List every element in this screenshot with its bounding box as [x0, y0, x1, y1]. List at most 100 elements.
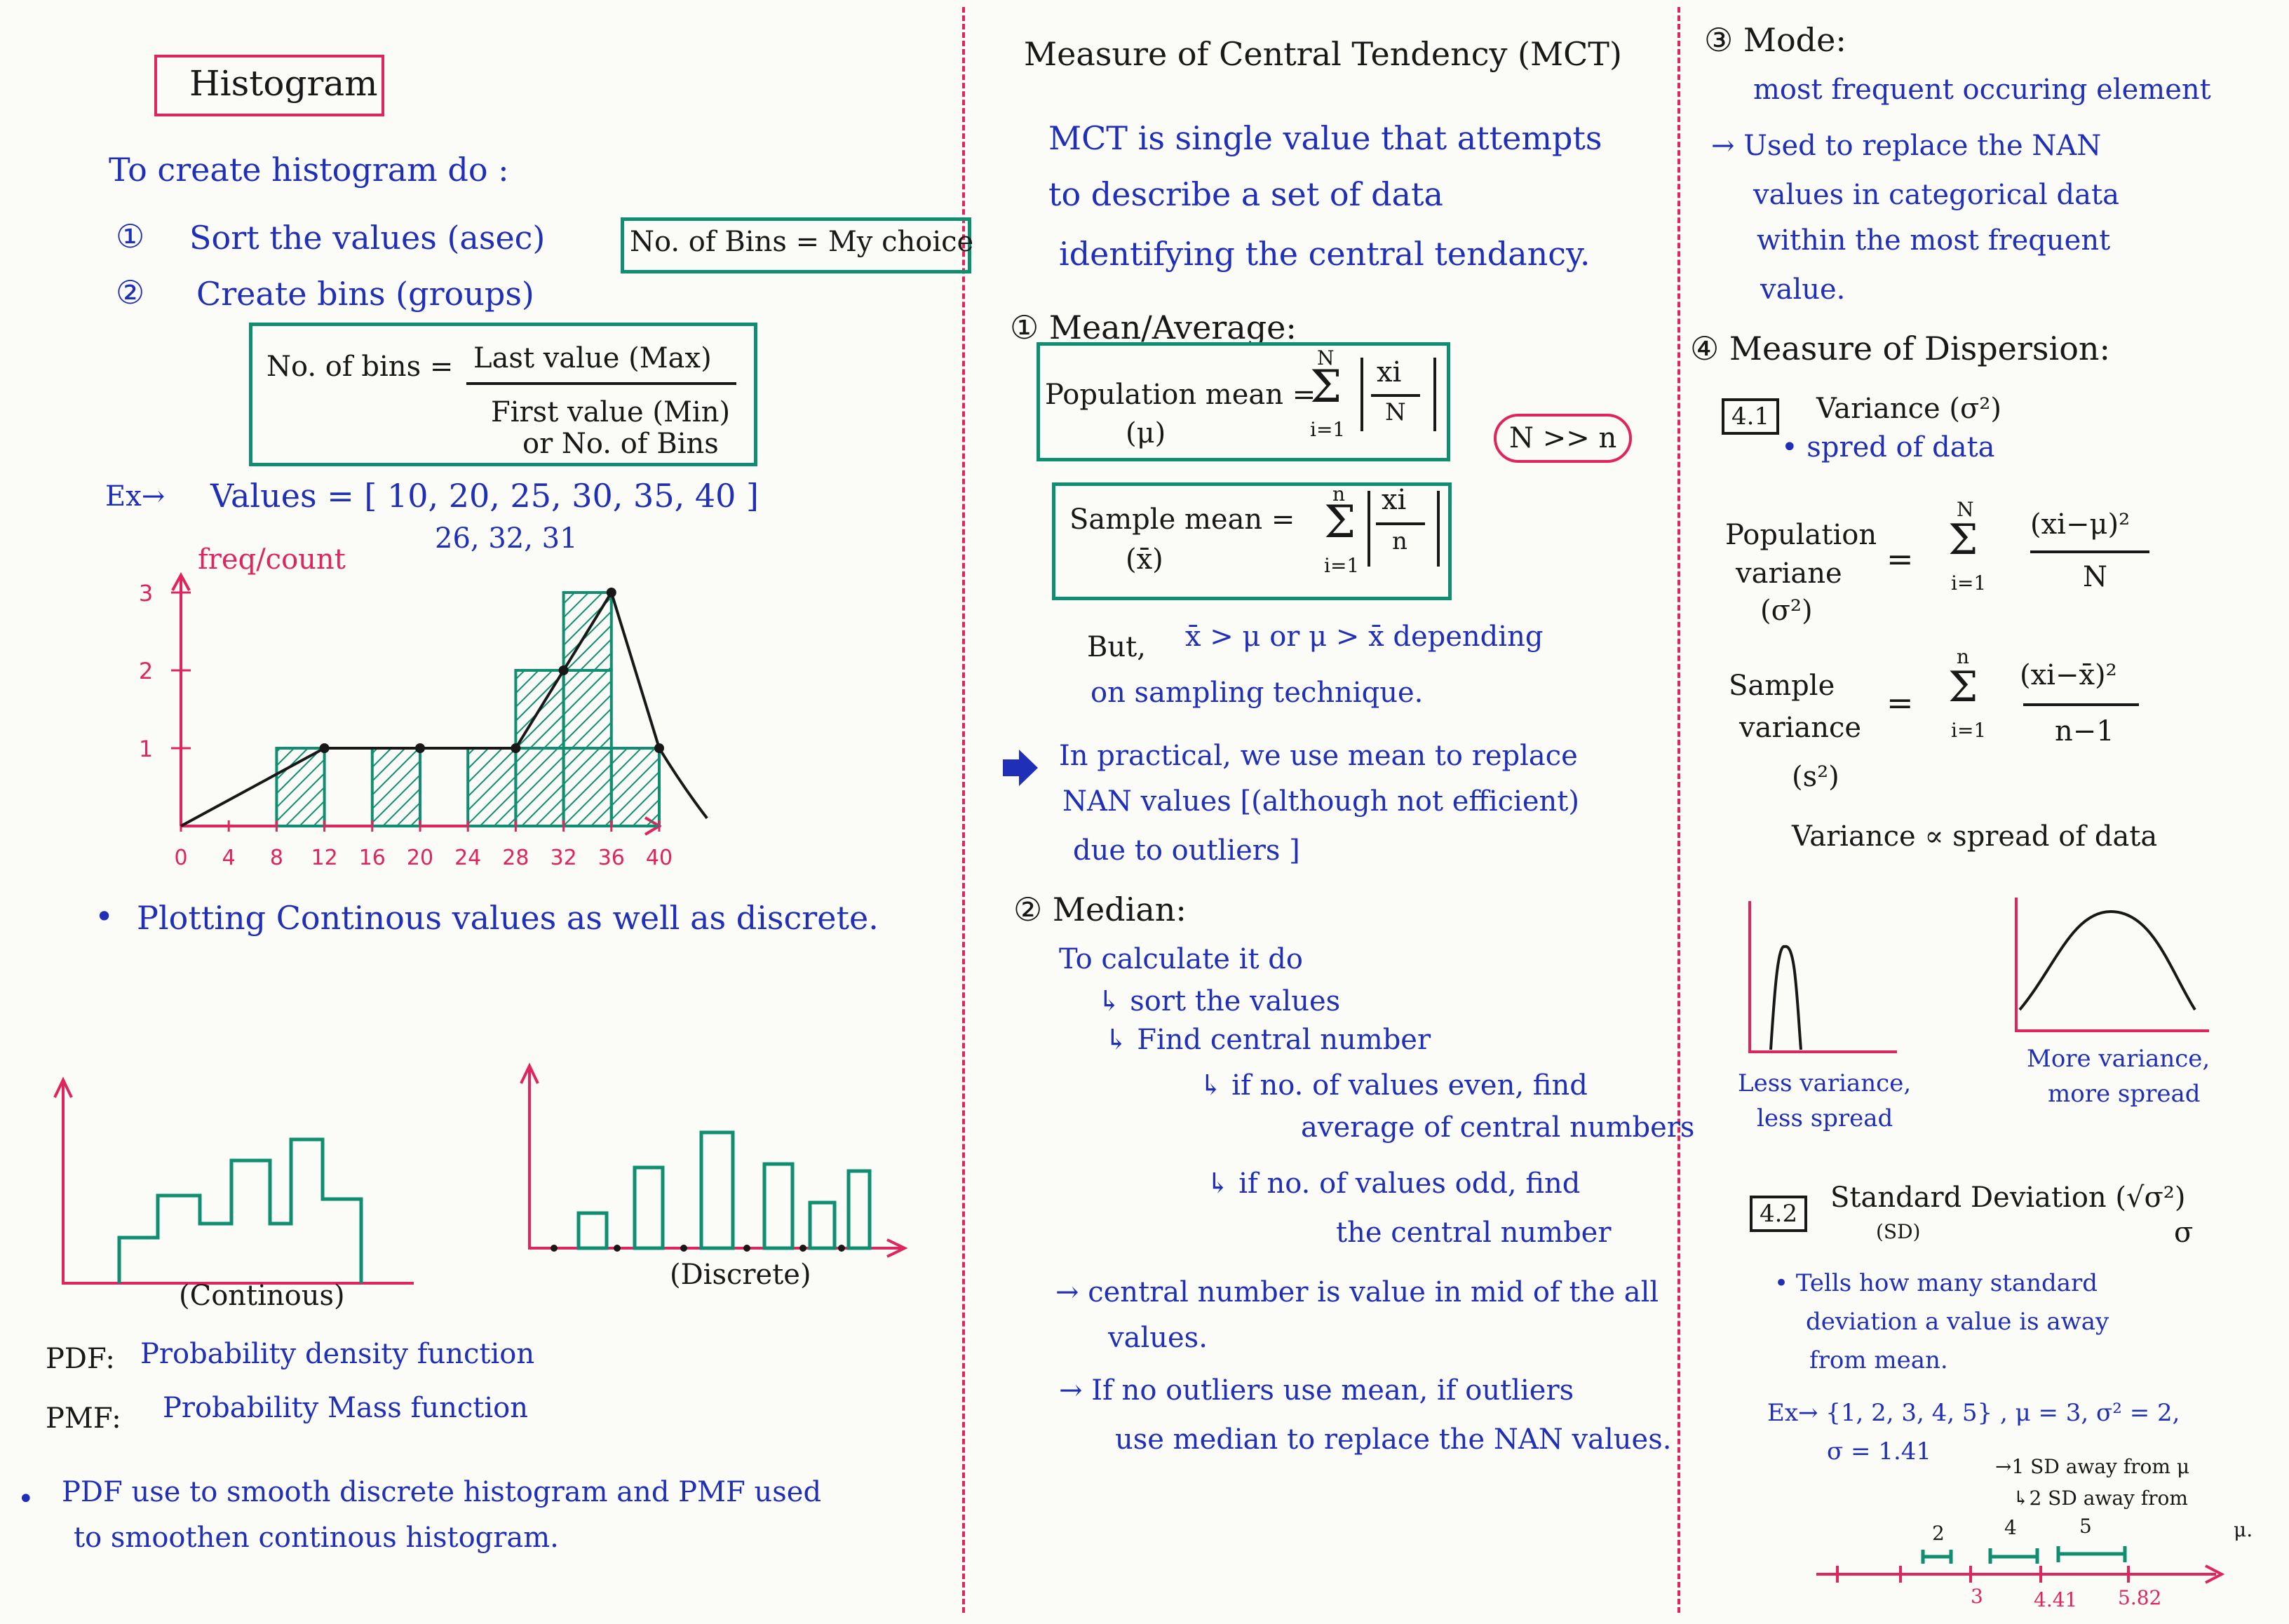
population-sigma: Σ: [1310, 361, 1342, 413]
pmf-key: PMF:: [46, 1402, 121, 1435]
mct-def-3: identifying the central tendancy.: [1059, 235, 1591, 273]
variance-def: • spred of data: [1781, 431, 1995, 463]
pop-var-label-3: (σ²): [1760, 595, 1813, 627]
sample-var-label-3: (s²): [1792, 761, 1839, 793]
number-line-ticks: [1836, 1566, 2130, 1583]
x-tick-label-8: 8: [270, 846, 283, 870]
but-line-2: on sampling technique.: [1091, 677, 1424, 709]
median-even-2: average of central numbers: [1301, 1111, 1695, 1144]
pop-var-fraction-line: [2030, 550, 2149, 553]
sd-abbr: (SD): [1876, 1220, 1921, 1243]
sample-var-sum-top: n: [1957, 645, 1970, 668]
variance-sketches: [1748, 898, 2209, 1053]
polygon-point-0: [319, 743, 330, 753]
sample-var-fraction-line: [2023, 703, 2139, 706]
bins-formula-denominator-1: First value (Min): [491, 396, 731, 428]
sample-sum-bottom: i=1: [1324, 554, 1360, 577]
median-calc: To calculate it do: [1059, 943, 1303, 975]
sample-frac-num: xi: [1382, 484, 1407, 516]
pop-var-sum-top: N: [1957, 498, 1974, 521]
less-variance-1: Less variance,: [1738, 1069, 1912, 1097]
practical-line-2: NAN values [(although not efficient): [1062, 785, 1579, 818]
sd-example-2: σ = 1.41: [1827, 1437, 1932, 1466]
mct-def-2: to describe a set of data: [1048, 175, 1443, 213]
x-tick-label-36: 36: [598, 846, 625, 870]
histogram-bar-4-0: [562, 747, 613, 827]
histogram-bar-4-1: [562, 669, 613, 750]
more-variance-1: More variance,: [2027, 1045, 2210, 1073]
more-variance-2: more spread: [2048, 1080, 2201, 1108]
population-frac-num: xi: [1377, 356, 1402, 388]
variance-proportional: Variance ∝ spread of data: [1792, 820, 2158, 853]
sd-example: Ex→ {1, 2, 3, 4, 5} , μ = 3, σ² = 2,: [1767, 1399, 2180, 1427]
sample-var-equals: =: [1886, 684, 1914, 722]
sample-frac-den: n: [1392, 527, 1407, 555]
median-odd-1: ↳ if no. of values odd, find: [1206, 1168, 1581, 1200]
practical-line-3: due to outliers ]: [1073, 834, 1300, 867]
pop-var-denominator: N: [2083, 561, 2107, 593]
pdf-pmf-note-1: PDF use to smooth discrete histogram and…: [62, 1476, 822, 1508]
discrete-dots: [551, 1245, 845, 1252]
x-tick-label-32: 32: [551, 846, 577, 870]
discrete-bars: [576, 1130, 872, 1250]
sample-var-label-1: Sample: [1729, 670, 1835, 702]
mct-title: Measure of Central Tendency (MCT): [1024, 35, 1622, 73]
sd-tag: 4.2: [1750, 1196, 1808, 1232]
bins-note-box: [621, 217, 971, 273]
example-values-extra: 26, 32, 31: [435, 522, 578, 555]
population-sum-bottom: i=1: [1310, 418, 1346, 441]
y-tick-label-2: 2: [139, 658, 153, 684]
population-sum-top: N: [1317, 346, 1335, 370]
histogram-y-arrow: [171, 571, 191, 591]
x-tick-label-40: 40: [646, 846, 673, 870]
population-frac-line: [1371, 394, 1420, 397]
frequency-polygon: [180, 589, 708, 827]
pop-var-numerator: (xi−μ)²: [2030, 508, 2131, 541]
pop-var-label-1: Population: [1725, 519, 1877, 551]
step-2-text: Create bins (groups): [196, 275, 534, 313]
number-line-arrow: [2205, 1564, 2225, 1584]
sample-sum-top: n: [1332, 482, 1346, 506]
more-variance-curve: [2018, 909, 2196, 1011]
histogram-intro: To create histogram do :: [109, 151, 509, 189]
plotting-bullet: •: [95, 898, 114, 935]
nl-tick-3: 3: [1971, 1585, 1983, 1608]
step-1-text: Sort the values (asec): [189, 219, 546, 257]
mode-use-3: within the most frequent: [1757, 224, 2111, 257]
median-heading: ② Median:: [1013, 891, 1187, 928]
column-divider-right: [1677, 7, 1680, 1613]
but-line-1: x̄ > μ or μ > x̄ depending: [1185, 621, 1544, 653]
dispersion-heading: ④ Measure of Dispersion:: [1690, 330, 2111, 367]
y-tick-label-3: 3: [139, 580, 153, 607]
pmf-text: Probability Mass function: [163, 1392, 528, 1424]
continuous-bars: [117, 1137, 363, 1283]
pop-var-sum-bottom: i=1: [1951, 571, 1987, 595]
x-tick-label-24: 24: [454, 846, 481, 870]
mean-heading: ① Mean/Average:: [1010, 309, 1297, 346]
less-variance-axes: [1748, 901, 1897, 1053]
sample-var-numerator: (xi−x̄)²: [2020, 659, 2117, 691]
pop-var-equals: =: [1886, 540, 1914, 578]
sd-symbol: σ: [2174, 1217, 2194, 1249]
note-bullet: •: [18, 1483, 34, 1515]
column-divider-left: [962, 7, 965, 1613]
sample-var-sum-bottom: i=1: [1951, 719, 1987, 742]
sd-note-3: μ.: [2234, 1518, 2253, 1541]
example-prefix: Ex→: [105, 480, 166, 513]
median-find: ↳ Find central number: [1105, 1024, 1431, 1056]
population-mean-symbol: (μ): [1126, 417, 1166, 449]
sd-note-1: →1 SD away from μ: [1995, 1455, 2190, 1478]
polygon-point-3: [558, 665, 569, 675]
histogram-title: Histogram: [189, 63, 378, 104]
x-tick-label-20: 20: [407, 846, 433, 870]
sd-def-3: from mean.: [1809, 1346, 1948, 1374]
pdf-key: PDF:: [46, 1343, 115, 1375]
median-odd-2: the central number: [1336, 1217, 1612, 1249]
central-line-1: → central number is value in mid of the …: [1055, 1276, 1659, 1308]
bins-formula-numerator: Last value (Max): [473, 342, 712, 374]
sample-mean-box: [1052, 482, 1452, 600]
x-tick-label-28: 28: [502, 846, 529, 870]
sample-mean-symbol: (x̄): [1126, 543, 1163, 576]
outlier-line-2: use median to replace the NAN values.: [1115, 1423, 1672, 1456]
